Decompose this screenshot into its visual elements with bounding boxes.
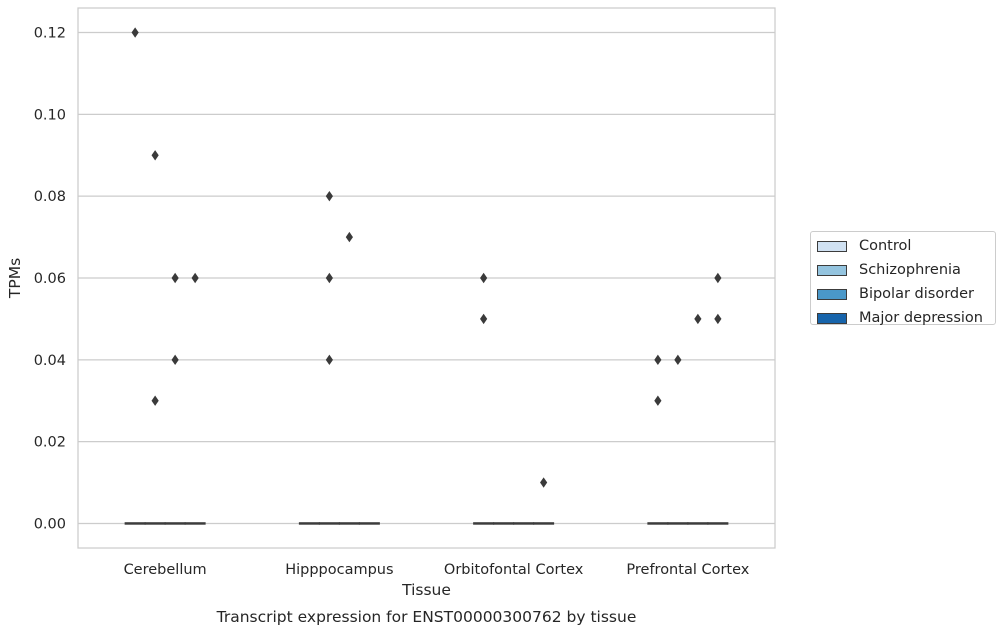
legend-swatch bbox=[817, 288, 847, 300]
legend-swatch bbox=[817, 264, 847, 276]
chart-caption: Transcript expression for ENST0000030076… bbox=[216, 608, 637, 626]
outlier-point bbox=[480, 313, 488, 325]
legend-swatch bbox=[817, 312, 847, 324]
legend-label: Bipolar disorder bbox=[859, 286, 974, 302]
x-tick-label: Orbitofontal Cortex bbox=[444, 562, 584, 578]
legend-label: Control bbox=[859, 238, 912, 254]
outlier-point bbox=[654, 395, 662, 406]
y-tick-label: 0.10 bbox=[34, 107, 66, 123]
y-tick-label: 0.02 bbox=[34, 435, 66, 451]
outlier-point bbox=[345, 231, 353, 243]
y-tick-label: 0.06 bbox=[34, 271, 66, 287]
y-axis-label: TPMs bbox=[6, 258, 24, 299]
legend-swatch bbox=[817, 240, 847, 252]
legend-label: Major depression bbox=[859, 310, 983, 326]
outlier-point bbox=[325, 272, 333, 284]
legend-item: Major depression bbox=[817, 309, 983, 327]
grid-lines bbox=[78, 31, 775, 525]
outlier-point bbox=[171, 272, 179, 284]
outlier-point bbox=[325, 190, 333, 202]
outlier-point bbox=[131, 27, 139, 38]
outlier-point bbox=[191, 272, 199, 284]
legend-item: Schizophrenia bbox=[817, 261, 961, 279]
y-tick-label: 0.12 bbox=[34, 26, 66, 42]
outlier-point bbox=[694, 313, 702, 325]
outlier-point bbox=[151, 395, 159, 406]
outlier-point bbox=[480, 272, 488, 284]
plot-frame bbox=[77, 7, 776, 549]
y-tick-labels: 0.00 0.02 0.04 0.06 0.08 0.10 0.12 bbox=[34, 26, 66, 533]
x-tick-label: Prefrontal Cortex bbox=[626, 562, 749, 578]
x-axis-label: Tissue bbox=[401, 581, 451, 599]
outlier-points bbox=[131, 27, 722, 488]
y-tick-label: 0.00 bbox=[34, 516, 66, 532]
x-tick-labels: Cerebellum Hipppocampus Orbitofontal Corte… bbox=[124, 562, 750, 578]
outlier-point bbox=[151, 150, 159, 161]
outlier-point bbox=[654, 354, 662, 366]
y-tick-label: 0.08 bbox=[34, 189, 66, 205]
x-tick-label: Cerebellum bbox=[124, 562, 207, 578]
boxes bbox=[124, 522, 729, 525]
outlier-point bbox=[674, 354, 682, 366]
legend-label: Schizophrenia bbox=[859, 262, 961, 278]
legend-item: Control bbox=[817, 237, 911, 255]
legend: Control Schizophrenia Bipolar disorder Majo… bbox=[810, 231, 996, 327]
outlier-point bbox=[714, 272, 722, 284]
outlier-point bbox=[171, 354, 179, 366]
outlier-point bbox=[325, 354, 333, 366]
outlier-point bbox=[714, 313, 722, 325]
y-tick-label: 0.04 bbox=[34, 353, 66, 369]
x-tick-label: Hipppocampus bbox=[285, 562, 393, 578]
outlier-point bbox=[540, 477, 548, 488]
legend-item: Bipolar disorder bbox=[817, 285, 974, 303]
